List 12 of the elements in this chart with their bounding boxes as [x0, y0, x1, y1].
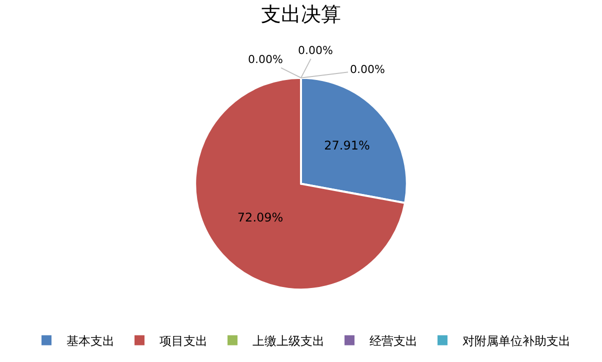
pie-slice	[194, 76, 406, 291]
data-label: 27.91%	[324, 138, 370, 152]
legend-label: 基本支出	[66, 334, 114, 348]
chart-title: 支出决算	[261, 2, 341, 26]
text: 0.00%	[298, 44, 333, 57]
text: 0.00%	[350, 63, 385, 76]
legend-label: 项目支出	[160, 334, 208, 348]
text: 0.00%	[248, 53, 283, 66]
legend-label: 对附属单位补助支出	[462, 334, 570, 348]
legend-label: 经营支出	[370, 334, 418, 348]
data-label: 72.09%	[237, 210, 284, 225]
legend-label: 上缴上级支出	[252, 334, 324, 348]
